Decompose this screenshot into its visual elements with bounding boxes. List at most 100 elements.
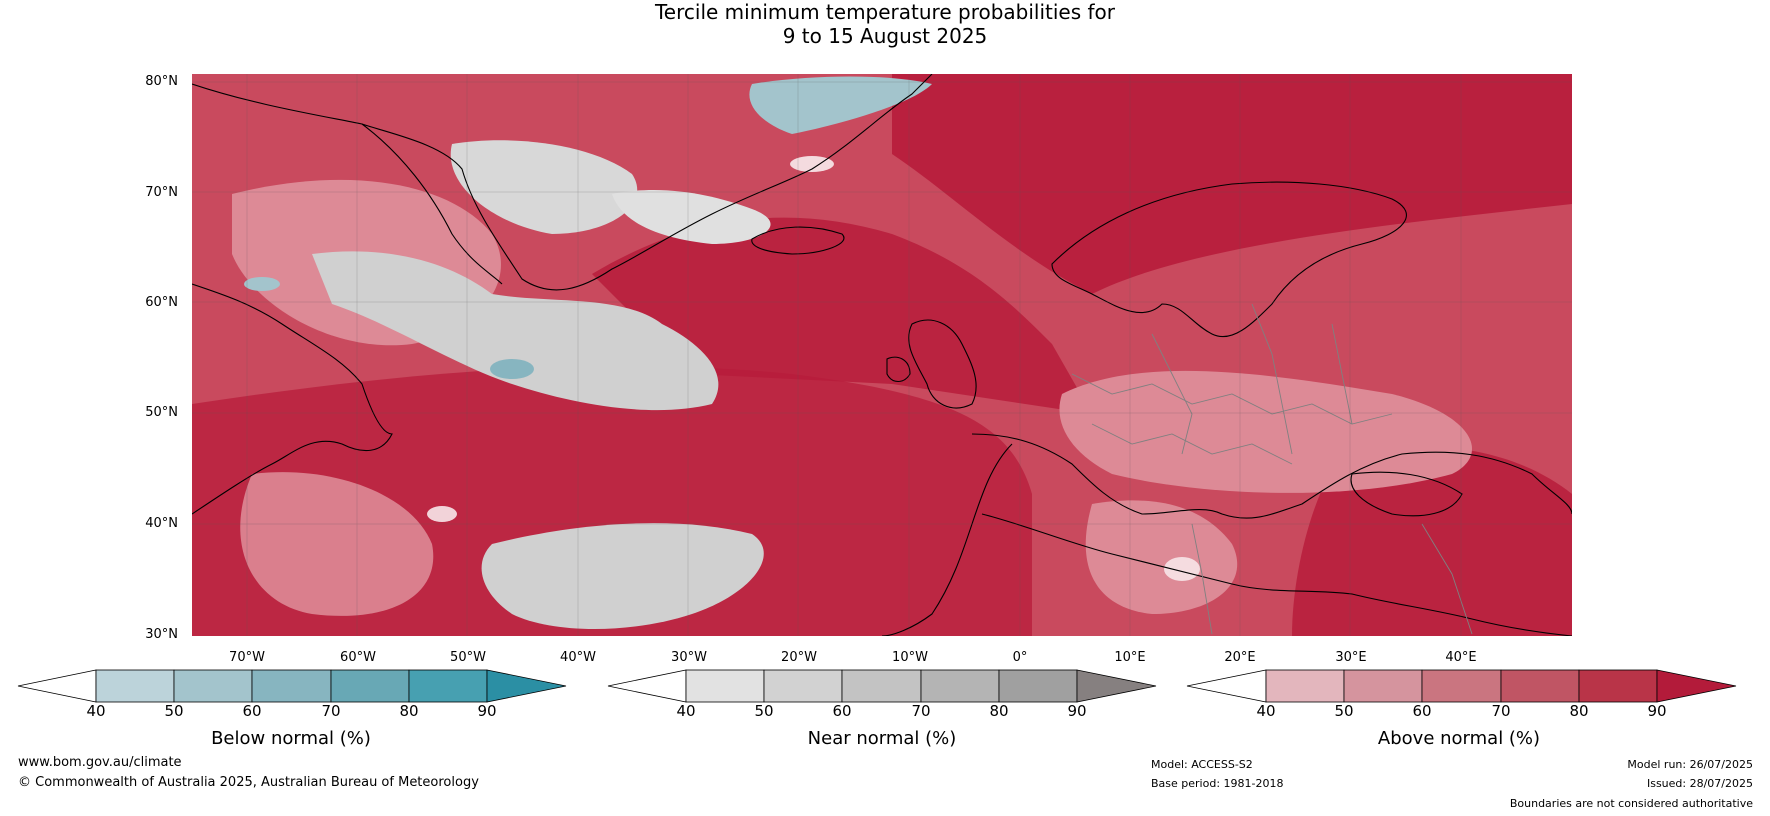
colorbar-below-segment bbox=[330, 669, 410, 703]
colorbar-below-low-extend bbox=[17, 669, 97, 703]
colorbar-near-tick-label: 90 bbox=[1067, 702, 1087, 720]
below-normal-fram-strait bbox=[749, 76, 932, 134]
colorbar-near bbox=[607, 669, 1157, 703]
coast-mediterranean-north bbox=[971, 433, 1572, 519]
colorbar-above-high-extend bbox=[1656, 669, 1737, 703]
lon-label-40e: 40°E bbox=[1445, 650, 1477, 665]
lon-label-60w: 60°W bbox=[340, 650, 376, 665]
colorbar-above-tick-label: 90 bbox=[1647, 702, 1667, 720]
above-light-atlantic-west bbox=[240, 472, 434, 616]
colorbar-above bbox=[1186, 669, 1737, 703]
map-svg bbox=[192, 74, 1572, 636]
meta-model: Model: ACCESS-S2 bbox=[1151, 758, 1253, 771]
legend-title-near: Near normal (%) bbox=[807, 728, 957, 749]
colorbar-below-tick-label: 60 bbox=[242, 702, 262, 720]
colorbar-near-tick-label: 70 bbox=[911, 702, 931, 720]
near-normal-labrador-sea bbox=[312, 251, 719, 411]
border-line-5 bbox=[1331, 323, 1353, 425]
colorbar-below-tick-label: 70 bbox=[321, 702, 341, 720]
coast-black-sea bbox=[1350, 471, 1463, 517]
coast-britain bbox=[908, 319, 977, 409]
coast-labrador bbox=[192, 283, 393, 515]
colorbar-above-tick-label: 80 bbox=[1569, 702, 1589, 720]
colorbar-above-segment bbox=[1500, 669, 1580, 703]
colorbar-near-segment bbox=[763, 669, 843, 703]
white-patch-3 bbox=[1164, 557, 1200, 581]
title-line-2: 9 to 15 August 2025 bbox=[782, 24, 988, 48]
near-normal-denmark-strait bbox=[612, 189, 771, 244]
lat-label-70n: 70°N bbox=[145, 185, 178, 200]
colorbar-below-tick-label: 80 bbox=[399, 702, 419, 720]
lon-label-20w: 20°W bbox=[781, 650, 817, 665]
lon-label-40w: 40°W bbox=[560, 650, 596, 665]
colorbar-below-tick-label: 40 bbox=[86, 702, 106, 720]
colorbar-above-segment bbox=[1343, 669, 1423, 703]
coast-iceland bbox=[751, 226, 845, 255]
colorbar-below-segment bbox=[95, 669, 175, 703]
colorbar-above-tick-label: 50 bbox=[1334, 702, 1354, 720]
colorbar-below bbox=[17, 669, 567, 703]
colorbar-near-high-extend bbox=[1076, 669, 1157, 703]
above-band-central bbox=[592, 217, 1092, 414]
coast-scandinavia bbox=[1051, 181, 1407, 338]
lat-label-50n: 50°N bbox=[145, 405, 178, 420]
coastlines bbox=[192, 74, 1572, 636]
coast-north-africa bbox=[981, 513, 1572, 636]
above-light-europe bbox=[1059, 370, 1472, 493]
colorbar-below-segment bbox=[251, 669, 332, 703]
legend-title-above: Above normal (%) bbox=[1377, 728, 1541, 749]
coast-iberia bbox=[881, 443, 1013, 636]
border-line-2 bbox=[1091, 423, 1293, 465]
border-line-1 bbox=[1071, 373, 1393, 425]
colorbar-above-tick-label: 60 bbox=[1412, 702, 1432, 720]
colorbar-below-segment bbox=[173, 669, 253, 703]
colorbar-near-tick-label: 50 bbox=[754, 702, 774, 720]
meta-issued: Issued: 28/07/2025 bbox=[1646, 777, 1753, 790]
coast-greenland bbox=[361, 74, 933, 291]
colorbar-near-segment bbox=[920, 669, 1000, 703]
coast-ireland bbox=[886, 356, 911, 383]
colorbar-near-low-extend bbox=[607, 669, 687, 703]
border-line-7 bbox=[1421, 523, 1473, 635]
lon-label-10w: 10°W bbox=[892, 650, 928, 665]
lon-label-30e: 30°E bbox=[1335, 650, 1367, 665]
coast-canada-north bbox=[192, 83, 503, 285]
lat-label-30n: 30°N bbox=[145, 627, 178, 642]
lat-label-40n: 40°N bbox=[145, 516, 178, 531]
colorbar-below-tick-label: 90 bbox=[477, 702, 497, 720]
colorbar-above-segment bbox=[1265, 669, 1345, 703]
probability-map bbox=[192, 74, 1572, 636]
below-normal-patch bbox=[490, 359, 534, 379]
colorbar-below-tick-label: 50 bbox=[164, 702, 184, 720]
lon-label-20e: 20°E bbox=[1224, 650, 1256, 665]
title-line-1: Tercile minimum temperature probabilitie… bbox=[654, 0, 1116, 24]
lat-label-60n: 60°N bbox=[145, 295, 178, 310]
colorbar-below-high-extend bbox=[486, 669, 567, 703]
border-line-4 bbox=[1251, 303, 1293, 455]
lat-label-80n: 80°N bbox=[145, 74, 178, 89]
lon-label-0: 0° bbox=[1012, 650, 1028, 665]
above-light-africa bbox=[1085, 500, 1238, 614]
below-normal-patch-2 bbox=[244, 277, 280, 291]
colorbar-near-tick-label: 60 bbox=[832, 702, 852, 720]
map-title: Tercile minimum temperature probabilitie… bbox=[0, 0, 1770, 48]
white-patch-2 bbox=[427, 506, 457, 522]
colorbar-above-segment bbox=[1578, 669, 1658, 703]
country-borders bbox=[1071, 303, 1473, 635]
colorbar-above-segment bbox=[1421, 669, 1502, 703]
colorbar-above-tick-label: 40 bbox=[1256, 702, 1276, 720]
border-line-3 bbox=[1151, 333, 1193, 455]
near-normal-greenland bbox=[450, 140, 638, 234]
colorbar-below-segment bbox=[408, 669, 488, 703]
footer-copyright: © Commonwealth of Australia 2025, Austra… bbox=[18, 775, 479, 790]
colorbar-near-segment bbox=[998, 669, 1078, 703]
meta-model-run: Model run: 26/07/2025 bbox=[1627, 758, 1753, 771]
footer-website: www.bom.gov.au/climate bbox=[18, 755, 182, 770]
white-patch bbox=[790, 156, 834, 172]
legend-title-below: Below normal (%) bbox=[211, 728, 371, 749]
lon-label-10e: 10°E bbox=[1114, 650, 1146, 665]
graticule bbox=[192, 74, 1572, 636]
lon-label-70w: 70°W bbox=[229, 650, 265, 665]
colorbar-near-segment bbox=[841, 669, 922, 703]
lon-label-50w: 50°W bbox=[450, 650, 486, 665]
